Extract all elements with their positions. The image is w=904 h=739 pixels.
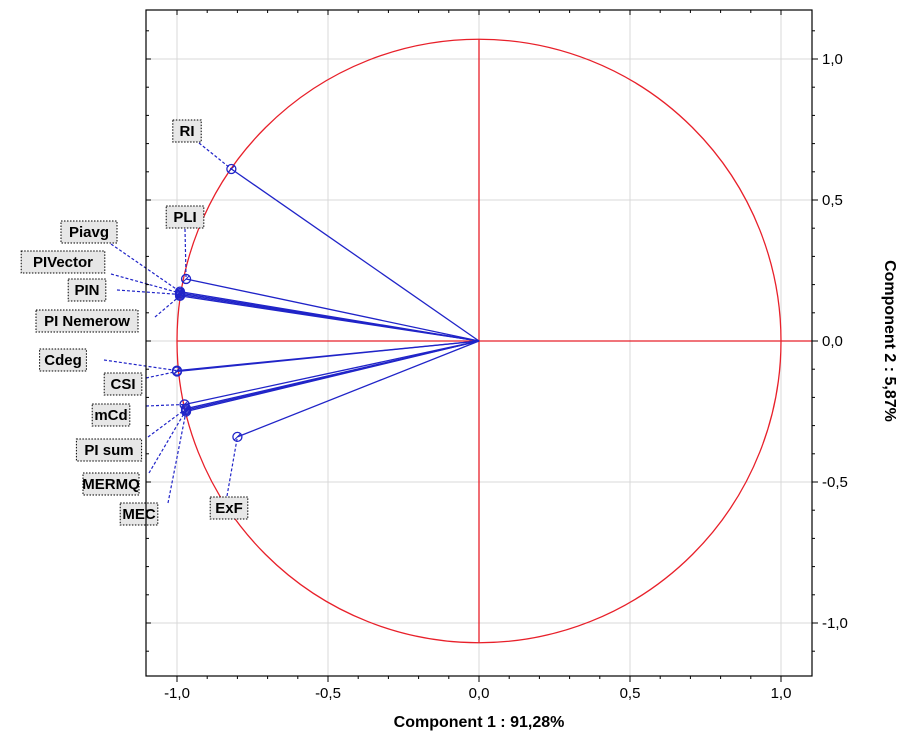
label-box-pi-sum bbox=[75, 438, 143, 462]
label-box-csi bbox=[103, 372, 143, 396]
label-box-mec bbox=[119, 502, 159, 526]
label-exf: ExF bbox=[215, 500, 243, 517]
label-pli: PLI bbox=[173, 209, 196, 226]
point-marker-pli bbox=[182, 275, 190, 283]
axis-ticks: -1,0 -0,5 0,0 0,5 1,0 1,0 0,5 0,0 -0,5 -1,0 bbox=[146, 10, 848, 702]
point-marker-pin bbox=[176, 291, 184, 298]
leader-pi-nemerow bbox=[154, 295, 181, 318]
label-pi-sum: PI sum bbox=[84, 442, 133, 459]
vector-mec bbox=[185, 340, 480, 413]
label-box-mcd bbox=[91, 403, 131, 427]
leader-mcd bbox=[145, 403, 185, 407]
leader-pin bbox=[116, 289, 181, 296]
vector-ri bbox=[230, 168, 480, 342]
y-tick-label: 1,0 bbox=[822, 51, 843, 68]
y-tick-label: -1,0 bbox=[822, 615, 848, 632]
label-box-piavg bbox=[60, 220, 118, 244]
leader-ri bbox=[198, 142, 232, 170]
vector-pli bbox=[185, 278, 480, 342]
leader-csi bbox=[145, 370, 178, 379]
label-piavg: Piavg bbox=[69, 224, 109, 241]
point-exf bbox=[232, 431, 243, 443]
point-ri bbox=[226, 163, 237, 175]
point-mcd bbox=[179, 399, 190, 410]
correlation-circle-layer bbox=[176, 38, 812, 644]
leader-cdeg bbox=[103, 359, 178, 372]
y-tick-label: 0,5 bbox=[822, 192, 843, 209]
label-box-exf bbox=[209, 496, 249, 520]
x-tick-label: -0,5 bbox=[315, 685, 341, 702]
point-marker-mermq bbox=[182, 406, 190, 414]
label-mermq: MERMQ bbox=[82, 476, 140, 493]
point-csi bbox=[171, 366, 183, 377]
vector-csi bbox=[176, 340, 480, 373]
label-box-pivector bbox=[20, 250, 106, 274]
x-tick-label: 0,5 bbox=[620, 685, 641, 702]
label-ri: RI bbox=[180, 123, 195, 140]
label-pivector: PIVector bbox=[33, 254, 93, 271]
label-pi-nemerow: PI Nemerow bbox=[44, 313, 130, 330]
point-marker-mec bbox=[182, 408, 190, 415]
x-tick-label: -1,0 bbox=[164, 685, 190, 702]
x-axis-title: Component 1 : 91,28% bbox=[394, 714, 565, 731]
label-csi: CSI bbox=[110, 376, 135, 393]
leader-mec bbox=[167, 411, 187, 504]
label-box-pi-nemerow bbox=[35, 309, 139, 333]
label-box-ri bbox=[172, 119, 202, 143]
x-tick-label: 0,0 bbox=[469, 685, 490, 702]
vector-mcd bbox=[184, 340, 480, 406]
label-pin: PIN bbox=[74, 282, 99, 299]
label-box-mermq bbox=[82, 472, 140, 496]
vector-exf bbox=[237, 340, 480, 438]
label-box-pli bbox=[165, 205, 205, 229]
label-mcd: mCd bbox=[94, 407, 127, 424]
point-pi-nemerow bbox=[174, 290, 186, 302]
vector-pi-nemerow bbox=[179, 295, 480, 342]
y-tick-label: 0,0 bbox=[822, 333, 843, 350]
x-tick-label: 1,0 bbox=[771, 685, 792, 702]
leader-pi-sum bbox=[147, 408, 187, 438]
loading-vectors bbox=[171, 163, 480, 443]
point-marker-cdeg bbox=[173, 367, 181, 374]
label-mec: MEC bbox=[122, 506, 156, 523]
label-cdeg: Cdeg bbox=[44, 352, 82, 369]
variable-labels: RI PLI Piavg PIVector PIN PI Nemerow Cdeg CSI mC… bbox=[20, 119, 249, 526]
y-tick-label: -0,5 bbox=[822, 474, 848, 491]
label-box-cdeg bbox=[39, 348, 87, 372]
leader-mermq bbox=[148, 409, 187, 474]
leader-exf bbox=[226, 436, 238, 497]
label-box-pin bbox=[67, 278, 107, 302]
y-axis-title: Component 2 : 5,87% bbox=[881, 260, 898, 422]
leader-pli bbox=[184, 228, 187, 279]
